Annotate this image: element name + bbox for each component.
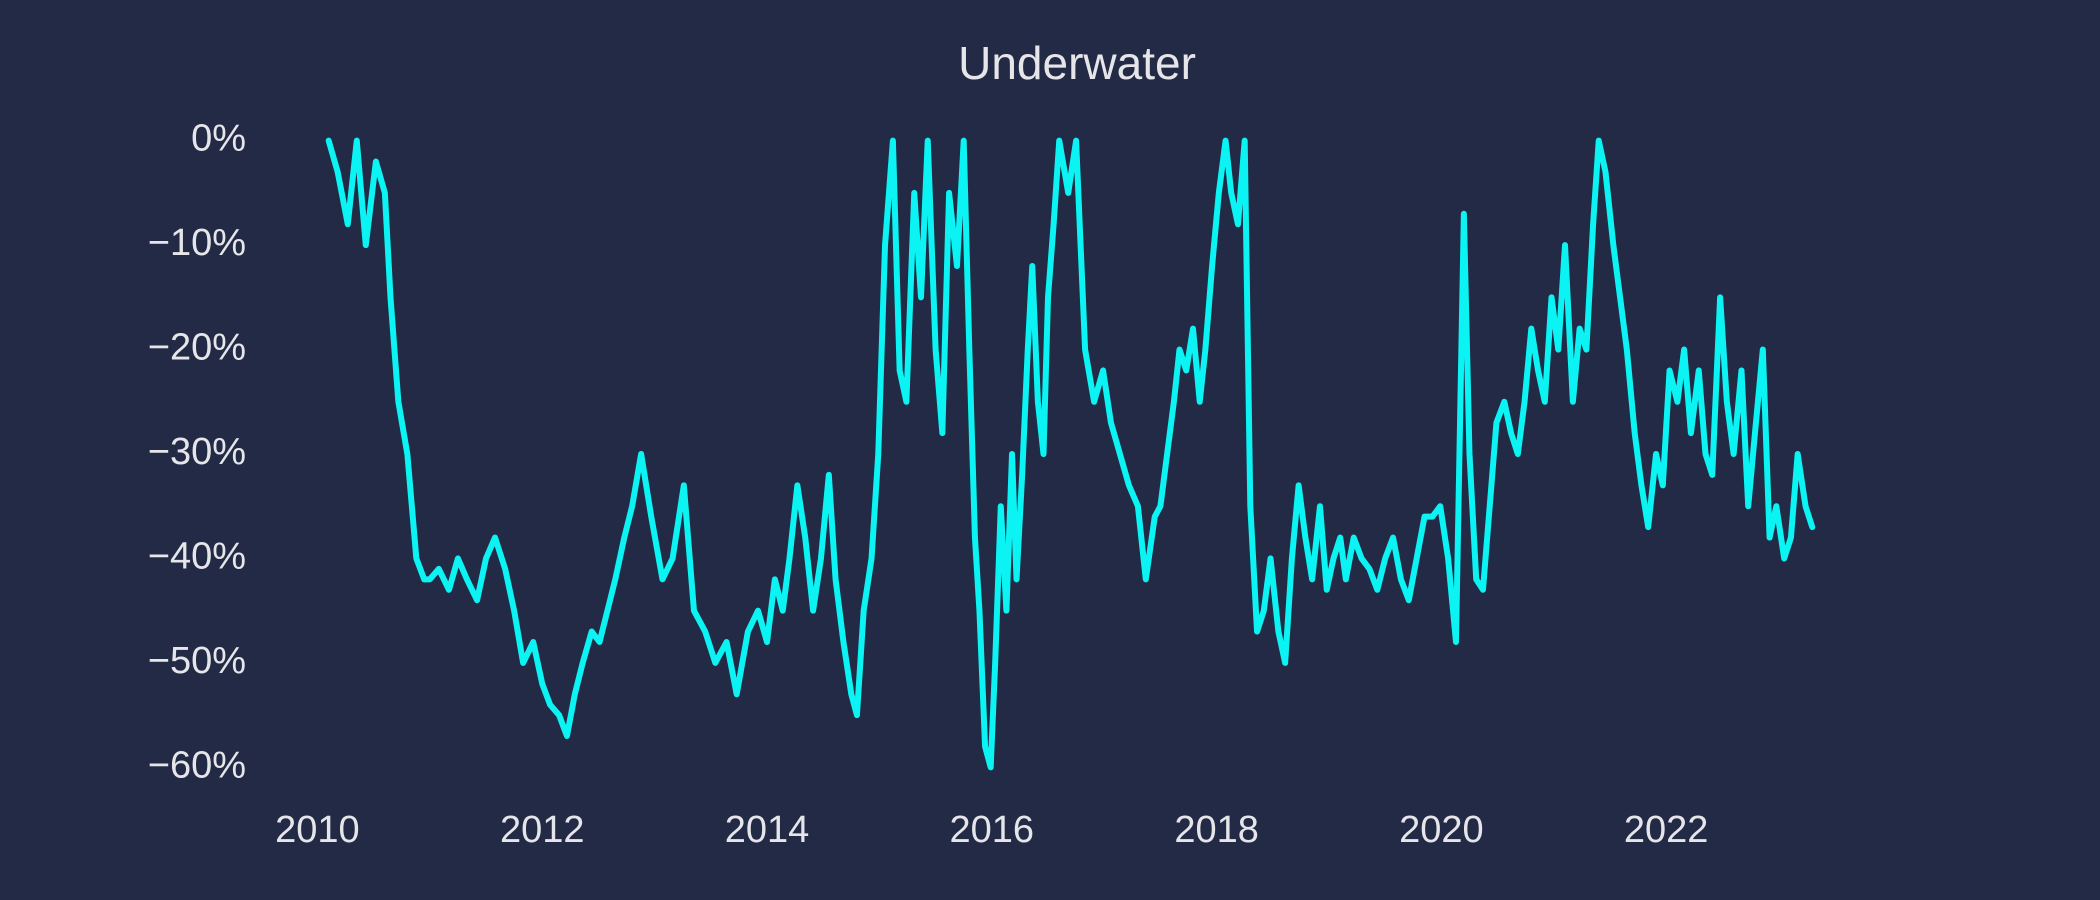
x-tick-label: 2016: [950, 809, 1035, 851]
x-tick-label: 2010: [275, 809, 360, 851]
y-tick-label: −50%: [148, 640, 246, 682]
y-tick-label: −20%: [148, 327, 246, 369]
x-tick-label: 2014: [725, 809, 810, 851]
y-tick-label: −30%: [148, 431, 246, 473]
x-tick-label: 2018: [1174, 809, 1259, 851]
line-series: [325, 137, 1816, 771]
x-tick-label: 2020: [1399, 809, 1484, 851]
y-tick-label: −60%: [148, 744, 246, 786]
y-tick-label: 0%: [191, 118, 246, 160]
chart-title: Underwater: [958, 37, 1196, 89]
x-tick-label: 2022: [1624, 809, 1709, 851]
x-tick-label: 2012: [500, 809, 585, 851]
y-tick-label: −10%: [148, 222, 246, 264]
y-tick-label: −40%: [148, 535, 246, 577]
